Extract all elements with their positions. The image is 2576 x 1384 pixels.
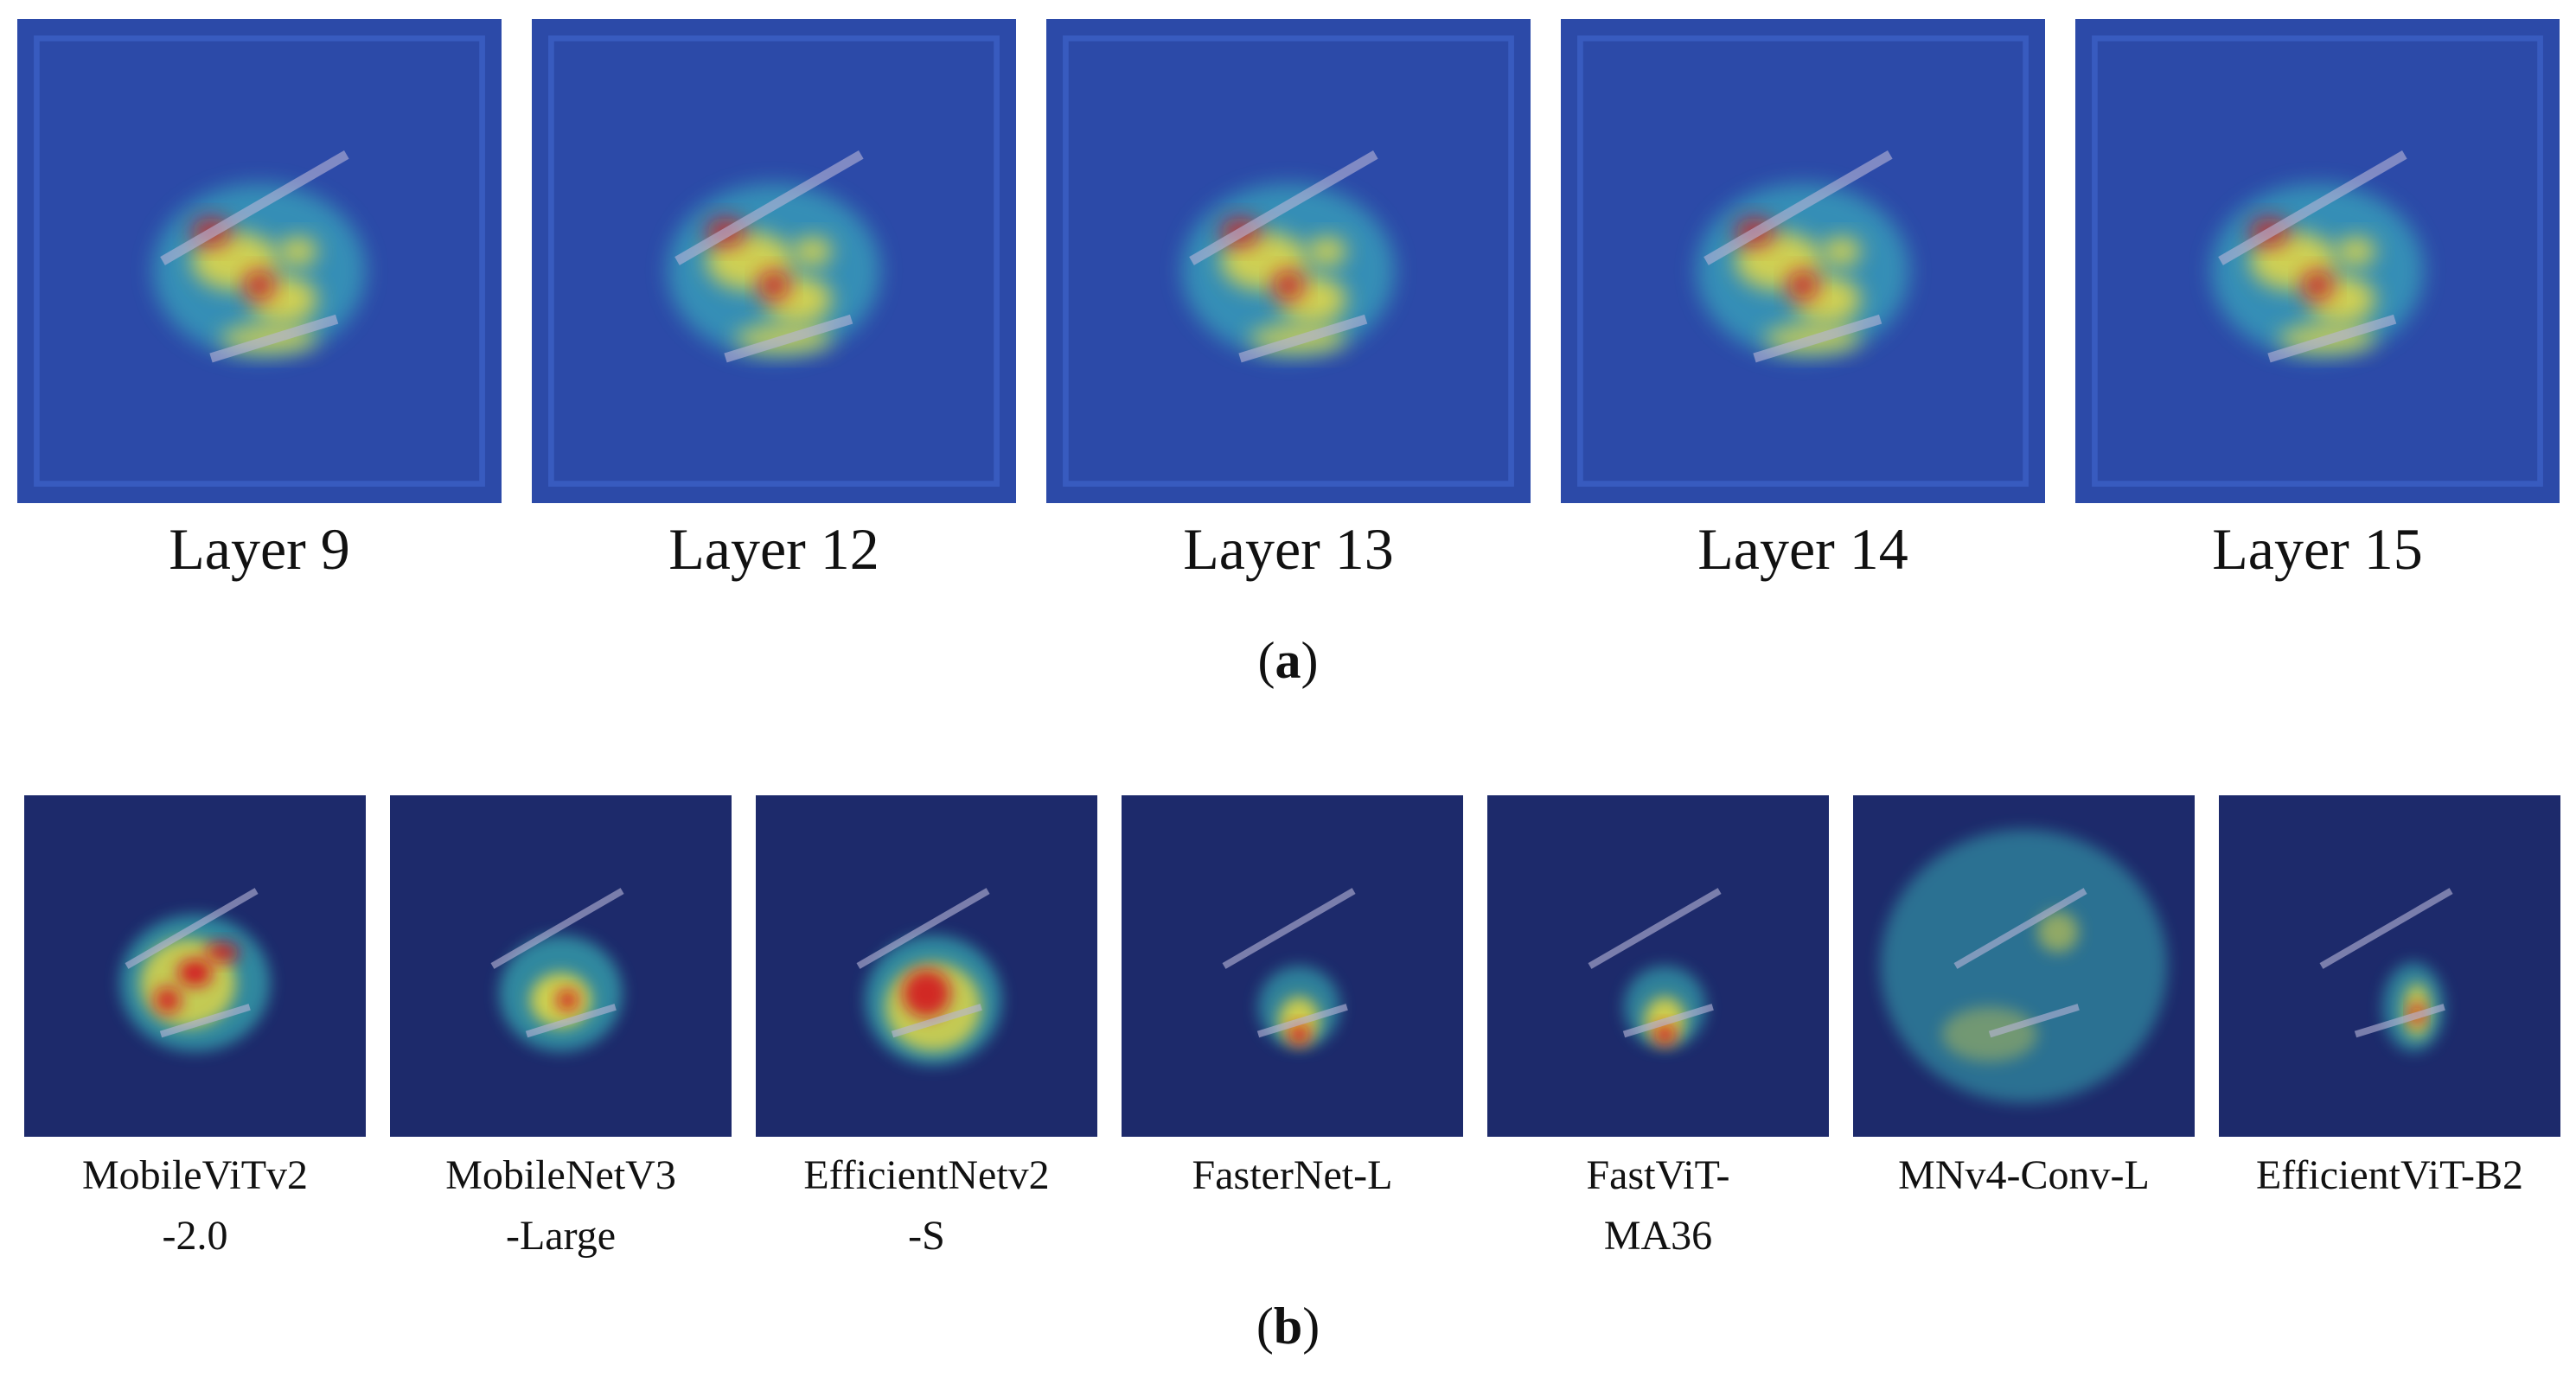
heatmap-label: Layer 12 [668, 516, 879, 582]
heatmap-tile [2075, 19, 2560, 503]
heatmap-label: EfficientNetv2 -S [803, 1152, 1050, 1259]
heatmap-label: MobileNetV3 -Large [445, 1152, 676, 1259]
heatmap-label: Layer 13 [1183, 516, 1394, 582]
heatmap-tile [1046, 19, 1531, 503]
heatmap-label: Layer 9 [169, 516, 350, 582]
panel-b: MobileViTv2 -2.0 MobileNetV3 -Large Effi… [0, 778, 2576, 1384]
panel-a-caption: (a) [1257, 632, 1319, 689]
heatmap-tile [390, 795, 732, 1137]
heatmap-tile [1487, 795, 1829, 1137]
heatmap-label: Layer 14 [1697, 516, 1908, 582]
heatmap-tile [1122, 795, 1463, 1137]
heatmap-tile [532, 19, 1016, 503]
heatmap-tile [1561, 19, 2045, 503]
panel-a: Layer 9 Layer 12 Layer 13 Layer 14 Layer… [17, 19, 2560, 689]
panel-b-caption: (b) [1256, 1298, 1320, 1355]
heatmap-tile [1853, 795, 2195, 1137]
heatmap-label: Layer 15 [2212, 516, 2423, 582]
heatmap-label: MNv4-Conv-L [1898, 1152, 2150, 1198]
heatmap-label: MobileViTv2 -2.0 [81, 1152, 309, 1259]
heatmap-label: FasterNet-L [1192, 1152, 1393, 1198]
heatmap-label: FastViT- MA36 [1586, 1152, 1730, 1259]
heatmap-label: EfficientViT-B2 [2255, 1152, 2524, 1198]
heatmap-tile [24, 795, 366, 1137]
heatmap-tile [17, 19, 502, 503]
heatmap-tile [756, 795, 1097, 1137]
heatmap-tile [2219, 795, 2560, 1137]
